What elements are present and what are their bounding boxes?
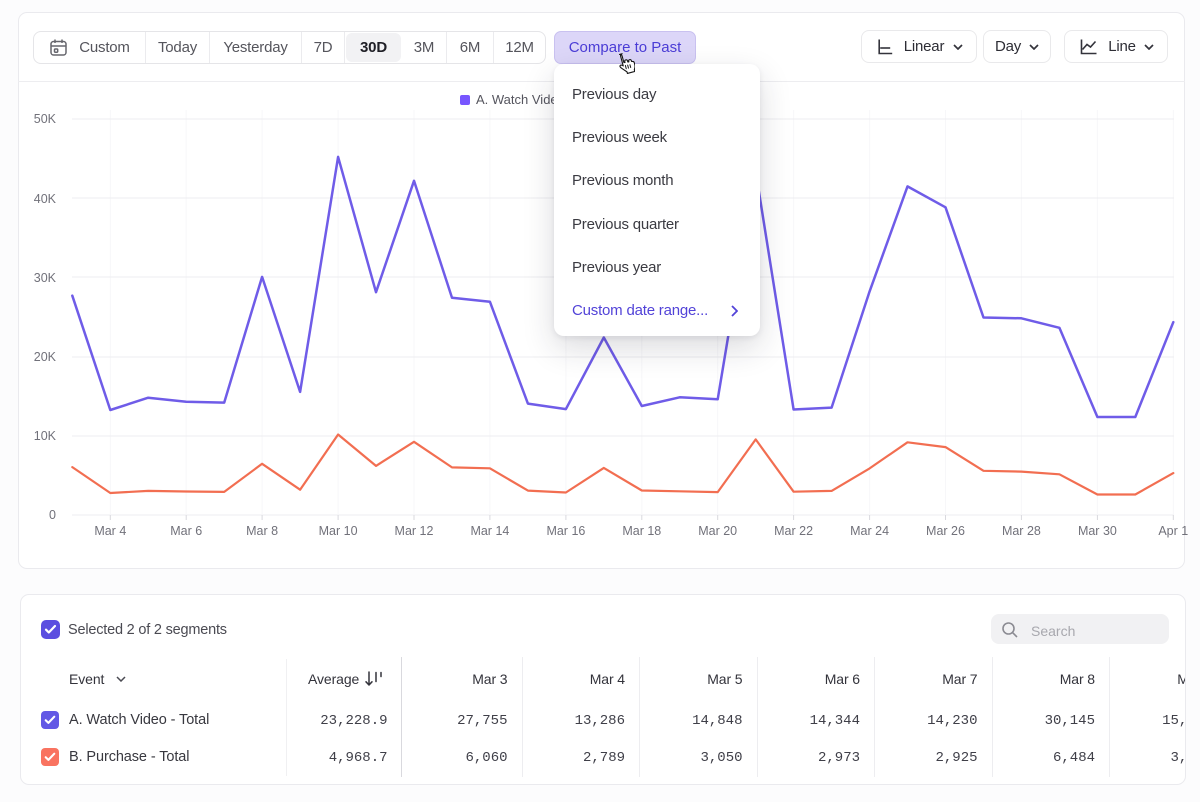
svg-text:Mar 18: Mar 18 [622, 524, 661, 538]
svg-text:Mar 14: Mar 14 [470, 524, 509, 538]
svg-text:Mar 8: Mar 8 [246, 524, 278, 538]
svg-text:20K: 20K [34, 350, 57, 364]
svg-text:Apr 1: Apr 1 [1158, 524, 1188, 538]
svg-text:Mar 4: Mar 4 [94, 524, 126, 538]
svg-text:30K: 30K [34, 271, 57, 285]
svg-text:Mar 26: Mar 26 [926, 524, 965, 538]
svg-text:0: 0 [49, 508, 56, 522]
svg-text:Mar 28: Mar 28 [1002, 524, 1041, 538]
svg-text:Mar 6: Mar 6 [170, 524, 202, 538]
svg-text:Mar 10: Mar 10 [319, 524, 358, 538]
svg-text:Mar 30: Mar 30 [1078, 524, 1117, 538]
svg-text:Mar 24: Mar 24 [850, 524, 889, 538]
svg-text:Mar 12: Mar 12 [395, 524, 434, 538]
svg-text:40K: 40K [34, 192, 57, 206]
svg-text:10K: 10K [34, 429, 57, 443]
svg-text:Mar 22: Mar 22 [774, 524, 813, 538]
svg-text:Mar 16: Mar 16 [546, 524, 585, 538]
svg-text:Mar 20: Mar 20 [698, 524, 737, 538]
svg-text:50K: 50K [34, 112, 57, 126]
